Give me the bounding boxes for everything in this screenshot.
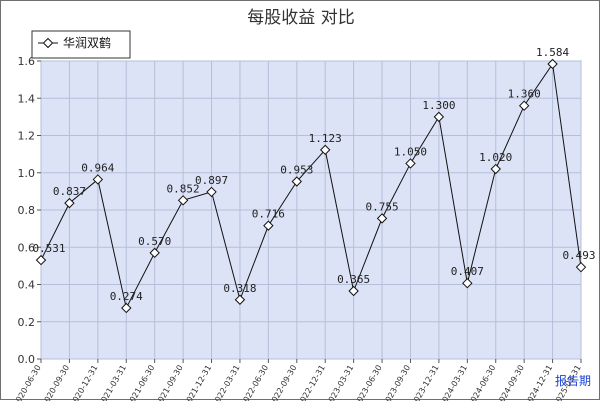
data-label: 0.493 bbox=[562, 249, 595, 262]
y-axis-ticks: 0.00.20.40.60.81.01.21.41.6 bbox=[18, 55, 42, 366]
x-tick-label: 2023-09-30 bbox=[381, 364, 412, 401]
x-axis-ticks: 2020-06-302020-09-302020-12-312021-03-31… bbox=[12, 359, 583, 401]
data-label: 0.274 bbox=[110, 290, 143, 303]
y-tick-label: 1.2 bbox=[18, 130, 36, 143]
x-tick-label: 2020-09-30 bbox=[40, 364, 71, 401]
y-tick-label: 1.0 bbox=[18, 167, 36, 180]
data-label: 1.050 bbox=[394, 145, 427, 158]
x-tick-label: 2024-09-30 bbox=[495, 364, 526, 401]
y-tick-label: 1.4 bbox=[18, 92, 36, 105]
x-tick-label: 2021-06-30 bbox=[125, 364, 156, 401]
chart-title: 每股收益 对比 bbox=[247, 8, 354, 28]
data-label: 0.755 bbox=[365, 200, 398, 213]
x-tick-label: 2020-12-31 bbox=[69, 364, 100, 401]
x-tick-label: 2022-09-30 bbox=[267, 364, 298, 401]
y-tick-label: 0.4 bbox=[18, 279, 36, 292]
x-tick-label: 2022-03-31 bbox=[211, 364, 242, 401]
data-label: 0.570 bbox=[138, 235, 171, 248]
x-tick-label: 2021-03-31 bbox=[97, 364, 128, 401]
data-label: 0.531 bbox=[32, 242, 65, 255]
x-tick-label: 2024-06-30 bbox=[466, 363, 497, 401]
data-label: 1.123 bbox=[309, 132, 342, 145]
y-tick-label: 0.8 bbox=[18, 204, 36, 217]
x-axis-label: 报告期 bbox=[555, 373, 591, 388]
x-tick-label: 2021-09-30 bbox=[154, 364, 185, 401]
data-label: 0.964 bbox=[81, 161, 114, 174]
x-tick-label: 2020-06-30 bbox=[12, 364, 43, 401]
legend[interactable]: 华润双鹤 bbox=[32, 31, 130, 58]
x-tick-label: 2022-12-31 bbox=[296, 364, 327, 401]
data-label: 1.360 bbox=[508, 88, 541, 101]
data-label: 0.407 bbox=[451, 265, 484, 278]
data-label: 0.318 bbox=[223, 282, 256, 295]
x-tick-label: 2022-06-30 bbox=[239, 364, 270, 401]
y-tick-label: 0.0 bbox=[18, 353, 36, 366]
data-label: 0.953 bbox=[280, 164, 313, 177]
data-label: 1.300 bbox=[422, 99, 455, 112]
x-tick-label: 2021-12-31 bbox=[182, 364, 213, 401]
data-label: 0.365 bbox=[337, 273, 370, 286]
x-tick-label: 2023-03-31 bbox=[324, 364, 355, 401]
x-tick-label: 2024-12-31 bbox=[523, 364, 554, 401]
y-tick-label: 0.2 bbox=[18, 316, 36, 329]
legend-entry: 华润双鹤 bbox=[63, 35, 111, 50]
data-label: 0.897 bbox=[195, 174, 228, 187]
x-tick-label: 2023-06-30 bbox=[353, 364, 384, 401]
data-label: 1.020 bbox=[479, 151, 512, 164]
data-label: 1.584 bbox=[536, 46, 569, 59]
data-label: 0.837 bbox=[53, 185, 86, 198]
x-tick-label: 2023-12-31 bbox=[410, 364, 441, 401]
data-label: 0.716 bbox=[252, 208, 285, 221]
x-tick-label: 2024-03-31 bbox=[438, 364, 469, 401]
